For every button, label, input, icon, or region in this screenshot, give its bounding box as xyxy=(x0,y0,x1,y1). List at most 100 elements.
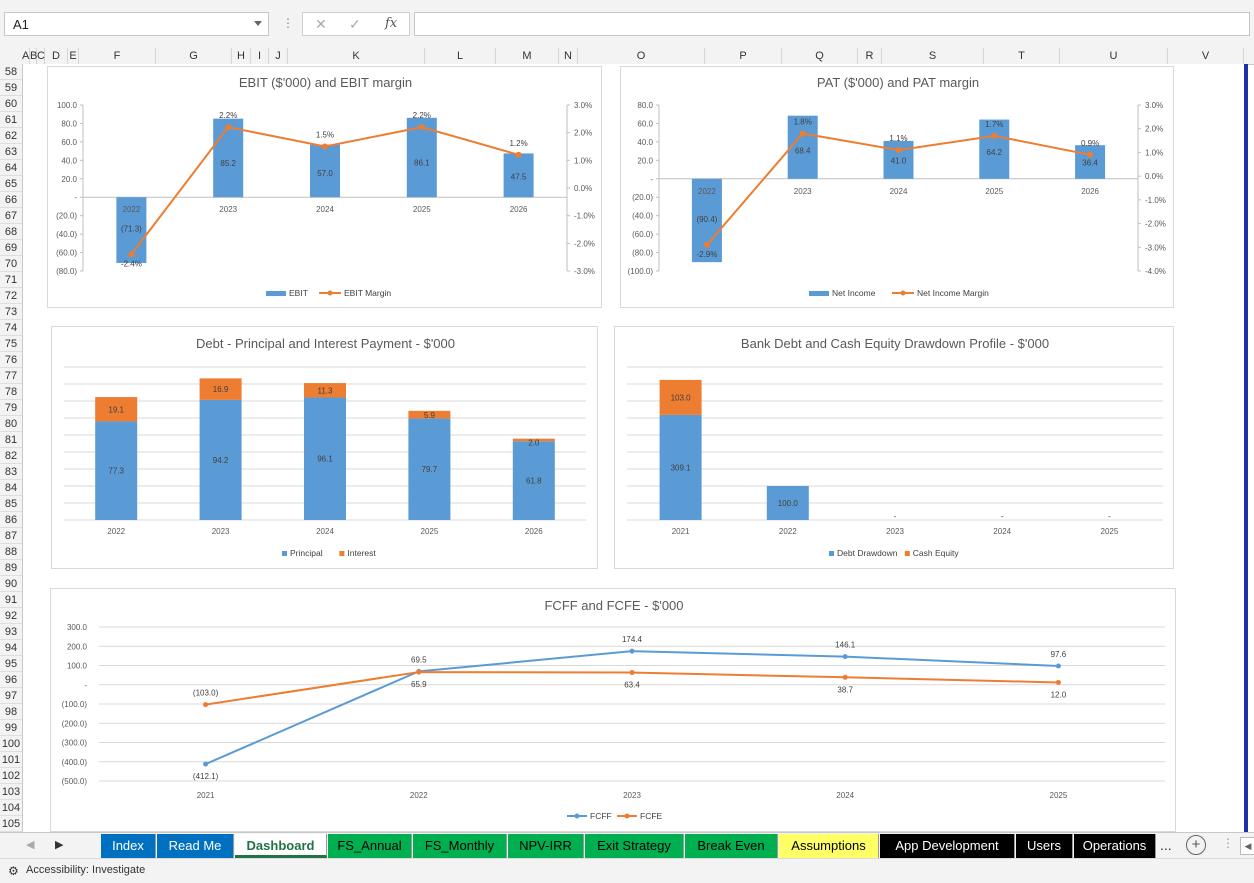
row-header-91[interactable]: 91 xyxy=(0,592,22,608)
row-header-70[interactable]: 70 xyxy=(0,256,22,272)
row-header-75[interactable]: 75 xyxy=(0,336,22,352)
scroll-right-icon[interactable]: ▶ xyxy=(55,839,64,851)
row-header-66[interactable]: 66 xyxy=(0,192,22,208)
column-header-k[interactable]: K xyxy=(288,48,425,64)
cancel-icon[interactable]: ✕ xyxy=(315,16,327,32)
column-header-b[interactable]: B xyxy=(30,48,38,64)
row-header-78[interactable]: 78 xyxy=(0,384,22,400)
column-header-s[interactable]: S xyxy=(882,48,984,64)
tab-app-development[interactable]: App Development xyxy=(880,834,1015,858)
row-header-105[interactable]: 105 xyxy=(0,818,22,832)
bank-debt-chart[interactable]: Bank Debt and Cash Equity Drawdown Profi… xyxy=(614,326,1174,569)
scroll-left-icon[interactable]: ◀ xyxy=(26,839,35,851)
column-header-l[interactable]: L xyxy=(425,48,496,64)
column-header-t[interactable]: T xyxy=(984,48,1060,64)
pat-chart[interactable]: PAT ($'000) and PAT margin (100.0) (80.0) (… xyxy=(620,66,1174,308)
enter-icon[interactable]: ✓ xyxy=(349,16,361,32)
tab-exit-strategy[interactable]: Exit Strategy xyxy=(585,834,684,858)
tab-overflow[interactable]: ... xyxy=(1160,837,1172,853)
row-header-58[interactable]: 58 xyxy=(0,64,22,80)
tab-break-even[interactable]: Break Even xyxy=(685,834,778,858)
row-header-61[interactable]: 61 xyxy=(0,112,22,128)
row-header-60[interactable]: 60 xyxy=(0,96,22,112)
row-header-103[interactable]: 103 xyxy=(0,786,22,800)
row-header-81[interactable]: 81 xyxy=(0,432,22,448)
column-header-g[interactable]: G xyxy=(156,48,232,64)
row-header-72[interactable]: 72 xyxy=(0,288,22,304)
tab-npv-irr[interactable]: NPV-IRR xyxy=(508,834,584,858)
row-header-77[interactable]: 77 xyxy=(0,368,22,384)
row-header-84[interactable]: 84 xyxy=(0,480,22,496)
row-header-86[interactable]: 86 xyxy=(0,512,22,528)
row-header-67[interactable]: 67 xyxy=(0,208,22,224)
tab-dashboard[interactable]: Dashboard xyxy=(235,834,327,858)
row-header-97[interactable]: 97 xyxy=(0,688,22,704)
hscroll-left-icon[interactable]: ◀ xyxy=(1240,837,1254,855)
row-header-80[interactable]: 80 xyxy=(0,416,22,432)
column-header-r[interactable]: R xyxy=(858,48,882,64)
column-header-a[interactable]: A xyxy=(22,48,30,64)
row-header-59[interactable]: 59 xyxy=(0,80,22,96)
column-header-n[interactable]: N xyxy=(559,48,578,64)
fcff-fcfe-chart[interactable]: FCFF and FCFE - $'000 (500.0) (400.0) (300.… xyxy=(50,588,1176,832)
accessibility-icon[interactable]: ⚙ xyxy=(8,864,19,878)
more-options-icon[interactable]: ⋮ xyxy=(282,16,294,30)
column-header-h[interactable]: H xyxy=(232,48,251,64)
tab-split-handle[interactable]: ⋮ xyxy=(1222,836,1234,850)
row-header-64[interactable]: 64 xyxy=(0,160,22,176)
row-header-82[interactable]: 82 xyxy=(0,448,22,464)
insert-function-icon[interactable]: fx xyxy=(385,16,398,31)
row-header-74[interactable]: 74 xyxy=(0,320,22,336)
column-header-i[interactable]: I xyxy=(251,48,269,64)
row-header-101[interactable]: 101 xyxy=(0,754,22,768)
tab-fs-annual[interactable]: FS_Annual xyxy=(328,834,412,858)
column-header-q[interactable]: Q xyxy=(782,48,858,64)
row-header-69[interactable]: 69 xyxy=(0,240,22,256)
ebit-chart[interactable]: EBIT ($'000) and EBIT margin (80.0) (60.0)… xyxy=(47,66,602,308)
row-header-93[interactable]: 93 xyxy=(0,624,22,640)
row-header-89[interactable]: 89 xyxy=(0,560,22,576)
row-header-95[interactable]: 95 xyxy=(0,656,22,672)
row-header-88[interactable]: 88 xyxy=(0,544,22,560)
column-header-m[interactable]: M xyxy=(496,48,559,64)
column-header-d[interactable]: D xyxy=(45,48,68,64)
row-header-100[interactable]: 100 xyxy=(0,738,22,752)
row-header-63[interactable]: 63 xyxy=(0,144,22,160)
tab-operations[interactable]: Operations xyxy=(1074,834,1156,858)
tab-read-me[interactable]: Read Me xyxy=(157,834,234,858)
column-header-u[interactable]: U xyxy=(1060,48,1168,64)
tab-assumptions[interactable]: Assumptions xyxy=(779,834,879,858)
row-header-94[interactable]: 94 xyxy=(0,640,22,656)
row-header-85[interactable]: 85 xyxy=(0,496,22,512)
row-header-76[interactable]: 76 xyxy=(0,352,22,368)
row-header-79[interactable]: 79 xyxy=(0,400,22,416)
row-header-104[interactable]: 104 xyxy=(0,802,22,816)
tab-users[interactable]: Users xyxy=(1016,834,1073,858)
column-header-v[interactable]: V xyxy=(1168,48,1244,64)
row-header-65[interactable]: 65 xyxy=(0,176,22,192)
row-header-96[interactable]: 96 xyxy=(0,672,22,688)
tab-fs-monthly[interactable]: FS_Monthly xyxy=(413,834,507,858)
formula-input[interactable] xyxy=(414,12,1250,36)
column-header-o[interactable]: O xyxy=(578,48,705,64)
row-header-102[interactable]: 102 xyxy=(0,770,22,784)
debt-payment-chart[interactable]: Debt - Principal and Interest Payment - … xyxy=(51,326,598,569)
name-box[interactable]: A1 xyxy=(4,12,269,36)
column-header-f[interactable]: F xyxy=(79,48,156,64)
add-sheet-icon[interactable]: + xyxy=(1186,835,1206,855)
row-header-99[interactable]: 99 xyxy=(0,720,22,736)
row-header-71[interactable]: 71 xyxy=(0,272,22,288)
row-header-98[interactable]: 98 xyxy=(0,704,22,720)
tab-index[interactable]: Index xyxy=(101,834,156,858)
column-header-p[interactable]: P xyxy=(705,48,782,64)
row-header-68[interactable]: 68 xyxy=(0,224,22,240)
row-header-92[interactable]: 92 xyxy=(0,608,22,624)
row-header-90[interactable]: 90 xyxy=(0,576,22,592)
column-header-e[interactable]: E xyxy=(68,48,79,64)
column-header-c[interactable]: C xyxy=(37,48,45,64)
row-header-73[interactable]: 73 xyxy=(0,304,22,320)
row-header-83[interactable]: 83 xyxy=(0,464,22,480)
chevron-down-icon[interactable] xyxy=(254,21,262,26)
accessibility-status[interactable]: Accessibility: Investigate xyxy=(26,864,146,876)
column-header-j[interactable]: J xyxy=(269,48,288,64)
